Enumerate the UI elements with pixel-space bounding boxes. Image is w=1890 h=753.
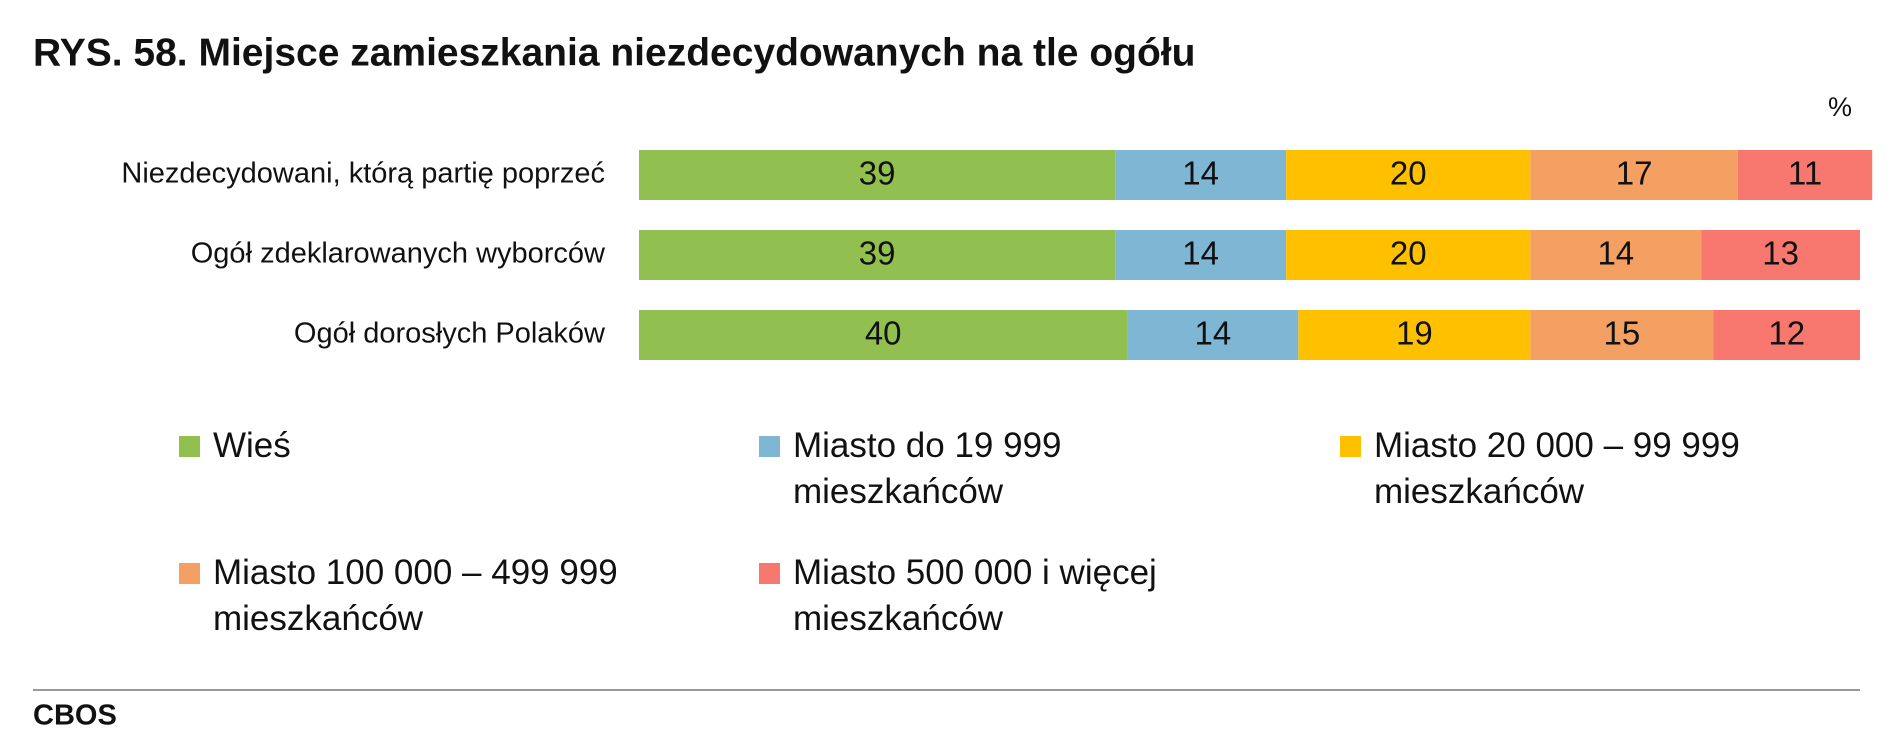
value-label: 14	[1195, 315, 1232, 352]
bar-segment	[1286, 230, 1531, 280]
bar-segment	[1530, 150, 1738, 200]
bar-segment	[1115, 230, 1287, 280]
value-label: 13	[1762, 235, 1799, 272]
value-label: 14	[1182, 155, 1219, 192]
value-label: 11	[1788, 155, 1822, 192]
bar-segment	[1286, 150, 1531, 200]
legend-item: Miasto 20 000 – 99 999 mieszkańców	[1340, 423, 1814, 515]
bar-segment	[1701, 230, 1860, 280]
category-label: Ogół zdeklarowanych wyborców	[191, 238, 606, 270]
legend-swatch	[759, 436, 780, 457]
value-label: 15	[1604, 315, 1641, 352]
bar-segment	[1127, 310, 1299, 360]
category-label: Niezdecydowani, którą partię poprzeć	[121, 158, 605, 190]
unit-label: %	[1828, 92, 1852, 122]
legend-item: Miasto do 19 999 mieszkańców	[759, 423, 1233, 515]
legend-swatch	[759, 563, 780, 584]
bar-segment	[1115, 150, 1287, 200]
legend-label: Wieś	[213, 426, 291, 465]
value-label: 40	[865, 315, 902, 352]
value-label: 19	[1396, 315, 1433, 352]
value-label: 17	[1616, 155, 1653, 192]
bar-segment	[639, 150, 1116, 200]
value-label: 20	[1390, 155, 1427, 192]
bar-segment	[1737, 150, 1873, 200]
source: CBOS	[33, 700, 117, 732]
legend-swatch	[179, 563, 200, 584]
bar-segment	[639, 310, 1128, 360]
legend-label: Miasto 100 000 – 499 999 mieszkańców	[213, 553, 618, 638]
bar-segment	[639, 230, 1116, 280]
legend-item: Wieś	[179, 423, 653, 469]
bar-segment	[1298, 310, 1531, 360]
bar-segment	[1530, 230, 1702, 280]
legend-swatch	[1340, 436, 1361, 457]
legend-item: Miasto 500 000 i więcej mieszkańców	[759, 550, 1233, 642]
legend-label: Miasto do 19 999 mieszkańców	[793, 426, 1062, 511]
category-label: Ogół dorosłych Polaków	[294, 318, 606, 350]
value-label: 14	[1597, 235, 1634, 272]
legend-swatch	[179, 436, 200, 457]
legend-label: Miasto 500 000 i więcej mieszkańców	[793, 553, 1157, 638]
value-label: 39	[859, 155, 896, 192]
legend-label: Miasto 20 000 – 99 999 mieszkańców	[1374, 426, 1740, 511]
bar-segment	[1713, 310, 1860, 360]
value-label: 12	[1768, 315, 1805, 352]
legend-item: Miasto 100 000 – 499 999 mieszkańców	[179, 550, 653, 642]
value-label: 14	[1182, 235, 1219, 272]
value-label: 20	[1390, 235, 1427, 272]
chart-title: RYS. 58. Miejsce zamieszkania niezdecydo…	[33, 31, 1195, 74]
value-label: 39	[859, 235, 896, 272]
bar-segment	[1530, 310, 1714, 360]
